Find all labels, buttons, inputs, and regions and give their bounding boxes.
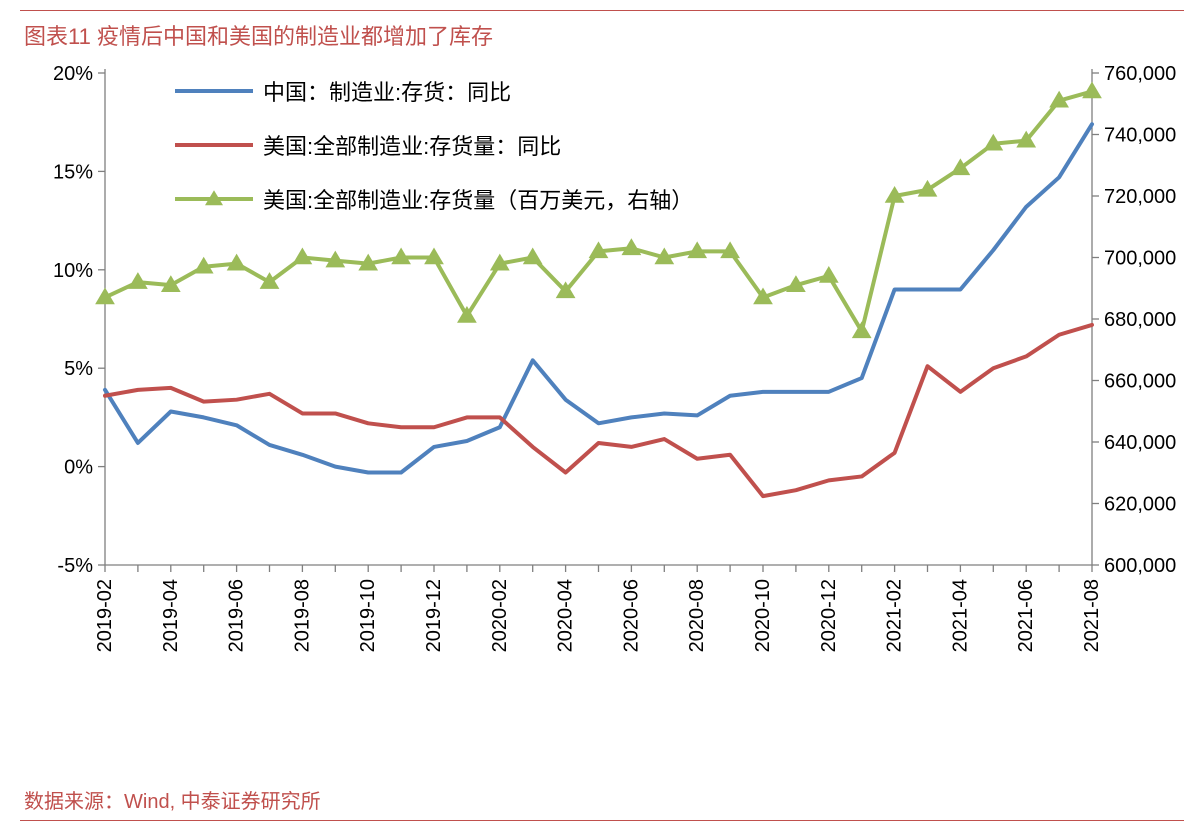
svg-text:2020-10: 2020-10: [752, 579, 774, 652]
svg-text:2019-12: 2019-12: [423, 579, 445, 652]
svg-text:660,000: 660,000: [1104, 371, 1176, 393]
svg-text:2020-08: 2020-08: [686, 579, 708, 652]
svg-text:2020-12: 2020-12: [818, 579, 840, 652]
svg-text:700,000: 700,000: [1104, 248, 1176, 270]
svg-text:15%: 15%: [53, 161, 93, 183]
chart-legend: 中国：制造业:存货：同比 美国:全部制造业:存货量：同比 美国:全部制造业:存货…: [175, 77, 693, 239]
svg-text:720,000: 720,000: [1104, 186, 1176, 208]
svg-text:5%: 5%: [64, 358, 93, 380]
legend-swatch-line: [175, 89, 253, 93]
chart-source: 数据来源：Wind, 中泰证券研究所: [24, 785, 1184, 814]
legend-swatch-line: [175, 143, 253, 147]
svg-text:2020-04: 2020-04: [555, 579, 577, 652]
svg-text:640,000: 640,000: [1104, 432, 1176, 454]
svg-text:760,000: 760,000: [1104, 63, 1176, 85]
svg-text:740,000: 740,000: [1104, 125, 1176, 147]
svg-text:2020-02: 2020-02: [489, 579, 511, 652]
legend-label: 美国:全部制造业:存货量（百万美元，右轴）: [263, 183, 693, 215]
svg-text:2021-02: 2021-02: [884, 579, 906, 652]
svg-text:680,000: 680,000: [1104, 309, 1176, 331]
legend-item-china: 中国：制造业:存货：同比: [175, 77, 693, 105]
svg-text:2021-04: 2021-04: [949, 579, 971, 652]
legend-label: 美国:全部制造业:存货量：同比: [263, 129, 561, 161]
chart-plot: -5% 0% 5% 10% 15% 20% 600,000 620,000 640,000 660…: [20, 57, 1184, 777]
svg-text:2019-02: 2019-02: [94, 579, 116, 652]
legend-label: 中国：制造业:存货：同比: [263, 75, 511, 107]
svg-text:2019-04: 2019-04: [160, 579, 182, 652]
svg-text:2021-08: 2021-08: [1081, 579, 1103, 652]
svg-text:620,000: 620,000: [1104, 494, 1176, 516]
legend-item-us-level: 美国:全部制造业:存货量（百万美元，右轴）: [175, 185, 693, 213]
svg-text:600,000: 600,000: [1104, 555, 1176, 577]
chart-title: 图表11 疫情后中国和美国的制造业都增加了库存: [24, 19, 1184, 51]
svg-text:2019-06: 2019-06: [226, 579, 248, 652]
svg-text:20%: 20%: [53, 63, 93, 85]
svg-text:2019-10: 2019-10: [357, 579, 379, 652]
svg-text:2021-06: 2021-06: [1015, 579, 1037, 652]
svg-text:10%: 10%: [53, 260, 93, 282]
legend-swatch-triangle: [175, 197, 253, 201]
svg-text:2020-06: 2020-06: [620, 579, 642, 652]
svg-text:2019-08: 2019-08: [291, 579, 313, 652]
figure-container: 图表11 疫情后中国和美国的制造业都增加了库存 -5% 0% 5% 10% 15% 20%…: [20, 10, 1184, 821]
legend-item-us-yoy: 美国:全部制造业:存货量：同比: [175, 131, 693, 159]
svg-text:-5%: -5%: [57, 555, 93, 577]
svg-text:0%: 0%: [64, 457, 93, 479]
